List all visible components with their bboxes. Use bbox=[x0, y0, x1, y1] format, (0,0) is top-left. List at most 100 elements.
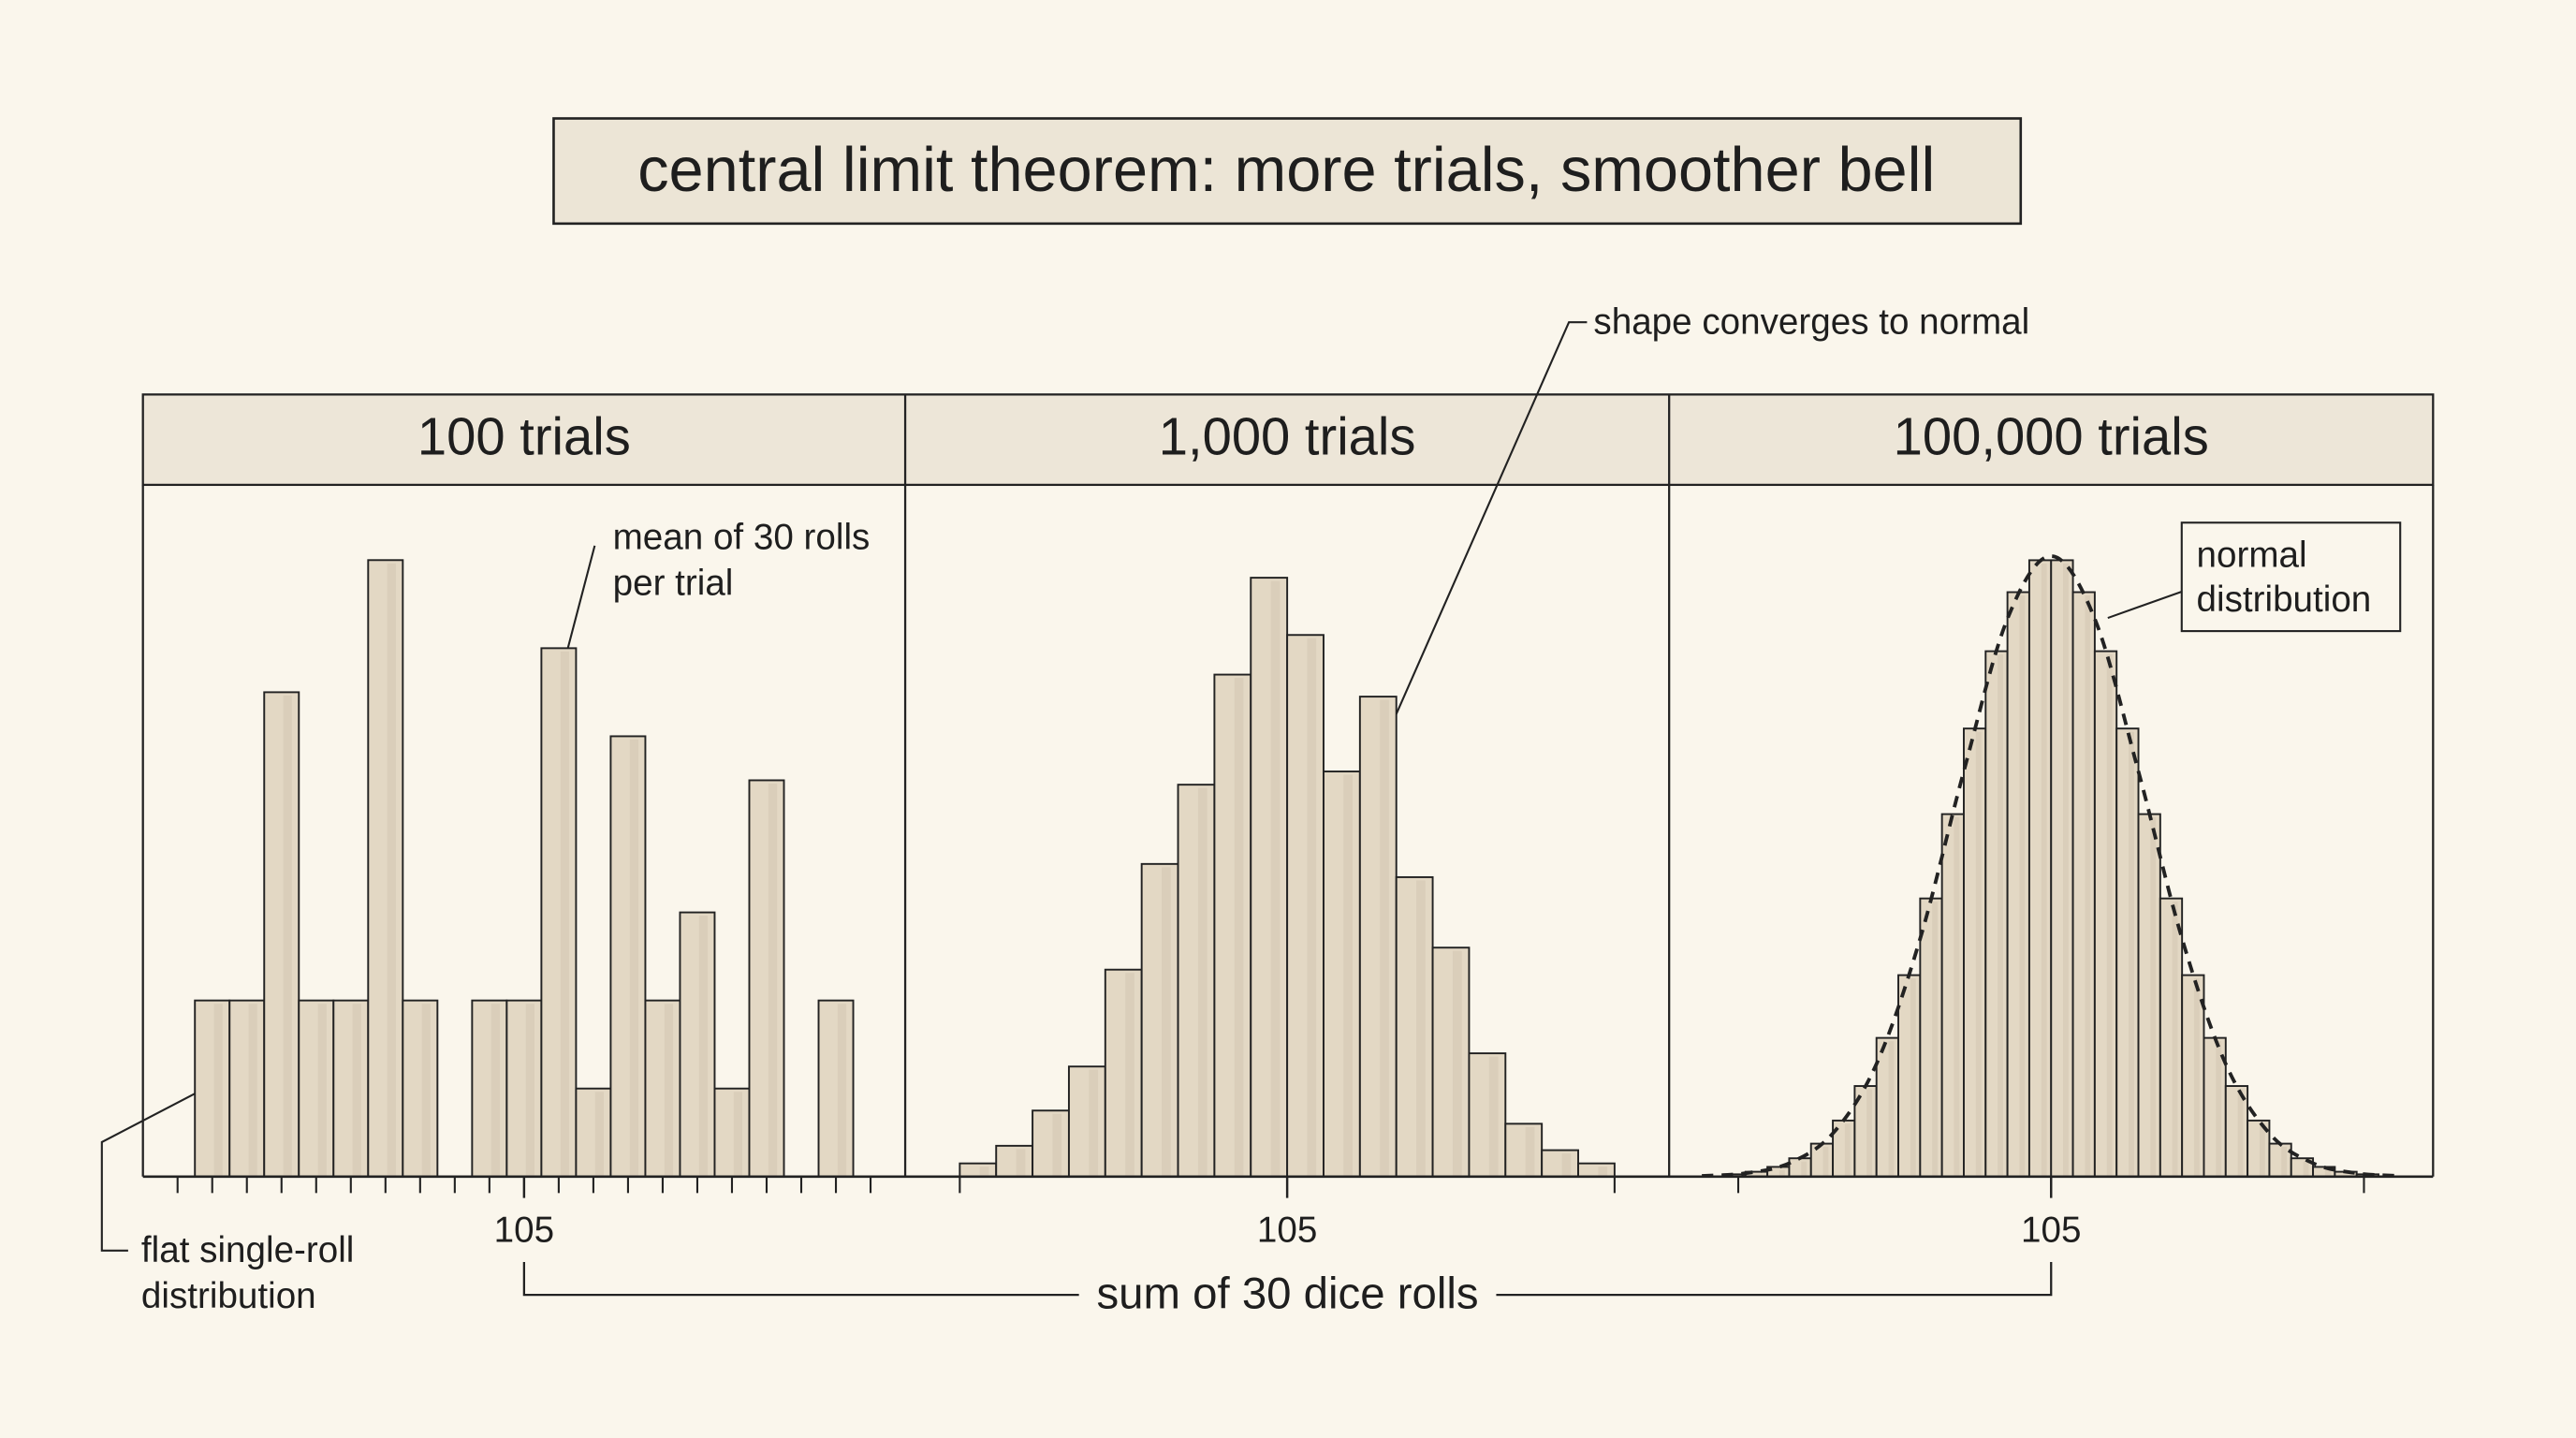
annotation-box bbox=[2180, 521, 2402, 633]
panel-title: 100 trials bbox=[417, 406, 631, 465]
bar-shade bbox=[317, 1004, 327, 1177]
bar bbox=[2268, 1142, 2292, 1178]
bar-shade bbox=[1954, 817, 1960, 1177]
bar-shade bbox=[1822, 1147, 1829, 1177]
bar bbox=[2027, 559, 2053, 1178]
bar-shade bbox=[2041, 563, 2047, 1177]
bar-shade bbox=[1975, 731, 1982, 1177]
x-tick-label: 105 bbox=[494, 1211, 554, 1251]
bar-shade bbox=[2019, 595, 2026, 1177]
bar-shade bbox=[2303, 1161, 2309, 1177]
bar bbox=[2050, 559, 2074, 1178]
bar bbox=[1541, 1149, 1579, 1178]
bar-shade bbox=[1525, 1126, 1535, 1177]
bar-shade bbox=[1932, 902, 1938, 1177]
bar bbox=[1358, 696, 1398, 1178]
bar-shade bbox=[2237, 1089, 2244, 1177]
bar-shade bbox=[352, 1004, 361, 1177]
bar bbox=[959, 1162, 998, 1178]
bar-shade bbox=[594, 1092, 605, 1177]
bar-shade bbox=[2106, 654, 2113, 1177]
bar-shade bbox=[1998, 654, 2003, 1177]
bar bbox=[1395, 875, 1434, 1178]
bar bbox=[2071, 591, 2096, 1178]
bar bbox=[505, 999, 543, 1178]
bar bbox=[1897, 974, 1922, 1178]
bar-shade bbox=[387, 563, 396, 1177]
bar-shade bbox=[1452, 950, 1462, 1177]
bar-shade bbox=[213, 1004, 223, 1177]
bar bbox=[1504, 1123, 1544, 1178]
bar bbox=[1984, 650, 2009, 1178]
annotation: distribution bbox=[2197, 580, 2372, 620]
bar bbox=[194, 999, 231, 1178]
bar-shade bbox=[1307, 638, 1317, 1177]
annotation: distribution bbox=[141, 1276, 316, 1316]
x-bracket bbox=[522, 1262, 2053, 1297]
bar-shade bbox=[979, 1167, 989, 1177]
bar-shade bbox=[1052, 1113, 1062, 1177]
panel-title: 100,000 trials bbox=[1894, 406, 2209, 465]
panel-title: 1,000 trials bbox=[1159, 406, 1416, 465]
bar bbox=[679, 911, 716, 1178]
bar-shade bbox=[1343, 774, 1354, 1177]
bar-shade bbox=[629, 739, 639, 1177]
bar-shade bbox=[525, 1004, 534, 1177]
bar bbox=[1963, 727, 1987, 1178]
bar bbox=[2181, 974, 2205, 1178]
bar-shade bbox=[490, 1004, 500, 1177]
bar-shade bbox=[2085, 595, 2091, 1177]
bar-shade bbox=[698, 916, 709, 1177]
header-band bbox=[141, 393, 2435, 487]
bar bbox=[1067, 1065, 1106, 1178]
bar bbox=[1919, 897, 1943, 1178]
bar bbox=[1875, 1036, 1899, 1178]
bar-shade bbox=[2063, 563, 2069, 1177]
bar bbox=[713, 1087, 751, 1178]
bar bbox=[1250, 577, 1289, 1178]
bar bbox=[2137, 813, 2161, 1178]
chart-title: central limit theorem: more trials, smoo… bbox=[637, 136, 1935, 205]
bar-shade bbox=[2259, 1123, 2265, 1177]
bar bbox=[1468, 1052, 1507, 1178]
bar bbox=[2006, 591, 2030, 1178]
bar bbox=[228, 999, 266, 1178]
x-axis-label: sum of 30 dice rolls bbox=[1096, 1269, 1478, 1318]
bar-shade bbox=[2324, 1169, 2331, 1177]
annotation: mean of 30 rolls bbox=[613, 517, 871, 557]
bar-shade bbox=[2129, 731, 2134, 1177]
bar-shade bbox=[1801, 1161, 1808, 1177]
bar bbox=[263, 691, 300, 1178]
bar-shade bbox=[1089, 1069, 1099, 1177]
annotation: normal bbox=[2197, 536, 2307, 576]
bar bbox=[1104, 968, 1143, 1178]
bar bbox=[1431, 946, 1471, 1178]
bar bbox=[2093, 650, 2118, 1178]
bar-shade bbox=[1016, 1149, 1026, 1177]
bar bbox=[298, 999, 335, 1178]
bar bbox=[2159, 897, 2184, 1178]
bar bbox=[1323, 770, 1361, 1178]
bar-shade bbox=[664, 1004, 674, 1177]
bar bbox=[644, 999, 681, 1178]
title-box bbox=[552, 117, 2023, 226]
bar-shade bbox=[2216, 1041, 2222, 1177]
bar bbox=[748, 779, 785, 1178]
bar bbox=[367, 559, 404, 1178]
bar bbox=[402, 999, 439, 1178]
bar-shade bbox=[1561, 1153, 1572, 1177]
bar bbox=[1140, 862, 1179, 1178]
bar bbox=[1177, 784, 1216, 1178]
bar-shade bbox=[2281, 1147, 2288, 1177]
bar-shade bbox=[1598, 1167, 1608, 1177]
bar bbox=[332, 999, 370, 1178]
x-tick-label: 105 bbox=[1257, 1211, 1317, 1251]
bar-shade bbox=[2150, 817, 2157, 1177]
bar-shade bbox=[248, 1004, 257, 1177]
bar-shade bbox=[1125, 973, 1134, 1177]
bar-shade bbox=[560, 651, 569, 1177]
annotation: flat single-roll bbox=[141, 1230, 354, 1270]
bar-shade bbox=[1380, 699, 1389, 1177]
